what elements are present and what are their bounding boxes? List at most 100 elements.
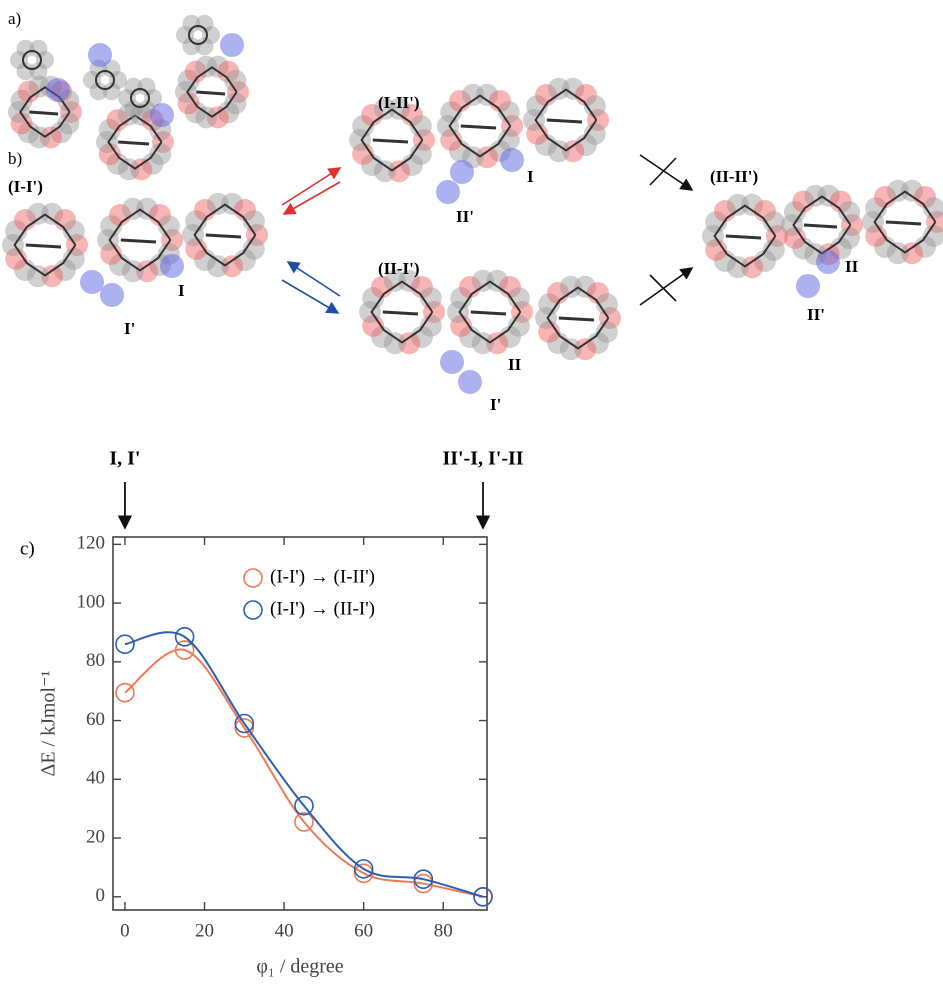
atom (10, 112, 33, 135)
data-point (413, 873, 434, 894)
atom (486, 332, 509, 355)
atom (497, 128, 520, 151)
site-label: II' (456, 207, 474, 226)
atom (206, 192, 229, 215)
bond (29, 110, 59, 116)
y-tick-label: 80 (86, 650, 105, 671)
atom (796, 274, 820, 298)
atom (17, 80, 40, 103)
atom (50, 121, 73, 144)
atom (726, 193, 749, 216)
atom (195, 14, 214, 33)
atom (450, 287, 473, 310)
atom (419, 287, 442, 310)
atom (440, 350, 464, 374)
atom (29, 62, 48, 81)
bond (470, 310, 507, 316)
arrow (281, 167, 342, 206)
atom (471, 269, 494, 292)
atom (224, 69, 247, 92)
data-point (294, 812, 314, 832)
legend-label: (I-I') → (II-I') (270, 598, 375, 619)
data-point (234, 718, 255, 738)
complex-label: (II-I') (378, 259, 420, 278)
atom (26, 265, 49, 288)
bond (460, 124, 497, 130)
x-axis-label: φ₁ / degree (256, 956, 343, 978)
atom (136, 197, 159, 220)
bond (186, 66, 238, 118)
atom (574, 338, 597, 361)
atom (595, 293, 618, 316)
atom (89, 82, 108, 101)
atom (157, 215, 180, 238)
atom (538, 320, 561, 343)
bond (108, 208, 172, 272)
complex-label: (II-II') (710, 167, 758, 186)
y-tick-label: 40 (86, 768, 105, 789)
atom (16, 62, 35, 81)
x-tick-label: 80 (434, 920, 453, 941)
atom (562, 77, 585, 100)
atom (526, 122, 549, 145)
atom (804, 184, 827, 207)
data-point (234, 713, 255, 734)
y-tick-label: 100 (77, 591, 106, 612)
atom (383, 269, 406, 292)
atom (130, 103, 153, 126)
atom (185, 237, 208, 260)
atom (62, 247, 85, 270)
atom (5, 220, 28, 243)
atom (106, 152, 129, 175)
molecular-structures (2, 14, 943, 394)
atom (184, 60, 207, 83)
atom (829, 190, 852, 213)
atom (124, 77, 143, 96)
data-point (294, 795, 314, 816)
atom (121, 260, 144, 283)
atom (792, 190, 815, 213)
panel-label: a) (8, 9, 21, 28)
atom (29, 39, 48, 58)
atom (102, 82, 121, 101)
arrow-cross (649, 157, 677, 186)
data-point (115, 634, 135, 655)
panel-label: b) (8, 149, 22, 168)
bond (25, 243, 62, 249)
bond (22, 50, 42, 70)
arrow (639, 154, 694, 191)
atom (726, 256, 749, 279)
atom (595, 320, 618, 343)
atom (922, 197, 943, 220)
legend-label: (I-I') → (I-II') (270, 566, 375, 587)
atom (62, 220, 85, 243)
atom (16, 39, 35, 58)
atom (388, 160, 411, 183)
y-axis-label: ΔE / kJmol⁻¹ (38, 670, 60, 776)
atom (206, 55, 229, 78)
atom (220, 33, 244, 57)
atom (160, 254, 184, 278)
atom (137, 77, 156, 96)
atom (471, 332, 494, 355)
atom (500, 148, 524, 172)
atom (792, 237, 815, 260)
atom (476, 146, 499, 169)
atom (398, 332, 421, 355)
atom (461, 83, 484, 106)
atom (141, 152, 164, 175)
atom (41, 265, 64, 288)
bond (546, 118, 583, 124)
atom (409, 115, 432, 138)
atom (901, 179, 924, 202)
bond (95, 70, 115, 90)
atom (88, 43, 112, 67)
data-point (115, 682, 135, 703)
arrow-cross (649, 274, 677, 302)
y-tick-label: 120 (77, 533, 106, 554)
atom (559, 338, 582, 361)
atom (922, 224, 943, 247)
plot-frame (112, 536, 488, 911)
atom (458, 370, 482, 394)
